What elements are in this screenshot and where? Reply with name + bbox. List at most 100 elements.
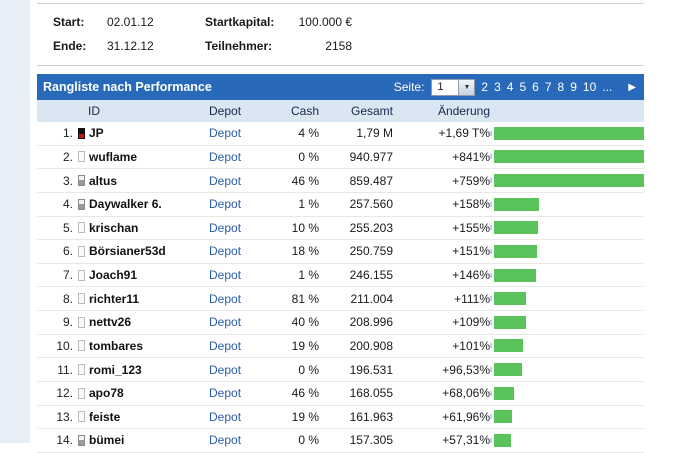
depot-link[interactable]: Depot xyxy=(209,386,242,401)
page-link-6[interactable]: 6 xyxy=(532,80,539,94)
depot-link[interactable]: Depot xyxy=(209,362,242,377)
depot-link[interactable]: Depot xyxy=(209,338,242,353)
username[interactable]: tombares xyxy=(89,338,144,353)
gesamt-cell: 211.004 xyxy=(350,291,394,306)
depot-link[interactable]: Depot xyxy=(209,149,242,164)
table-row: 7. Joach91 Depot 1 % 246.155 +146% xyxy=(37,264,644,288)
contest-info-block: Start: 02.01.12 Startkapital: 100.000 € … xyxy=(37,3,644,66)
username[interactable]: JP xyxy=(89,126,104,141)
depot-link[interactable]: Depot xyxy=(209,433,242,448)
user-badge-icon xyxy=(78,364,85,376)
performance-bar xyxy=(494,197,539,211)
depot-cell: Depot xyxy=(209,292,267,306)
depot-link[interactable]: Depot xyxy=(209,220,242,235)
rank-cell: 8. xyxy=(62,291,73,306)
performance-bar-track xyxy=(494,433,644,447)
cash-cell: 0 % xyxy=(298,362,319,377)
user-badge-icon xyxy=(78,387,85,399)
username[interactable]: apo78 xyxy=(89,386,124,401)
user-cell: altus xyxy=(77,174,209,188)
chevron-down-icon[interactable]: ▼ xyxy=(458,79,475,95)
ranking-title: Rangliste nach Performance xyxy=(43,80,212,94)
username[interactable]: Börsianer53d xyxy=(89,244,166,259)
username[interactable]: richter11 xyxy=(89,291,140,306)
depot-cell: Depot xyxy=(209,244,267,258)
depot-link[interactable]: Depot xyxy=(209,291,242,306)
performance-bar xyxy=(494,244,538,258)
column-header-aenderung: Änderung xyxy=(437,104,490,118)
depot-cell: Depot xyxy=(209,410,267,424)
page-link-10[interactable]: 10 xyxy=(582,80,597,94)
performance-bar-track xyxy=(494,150,644,164)
contest-info-row: Ende: 31.12.12 Teilnehmer: 2158 xyxy=(37,34,644,58)
depot-link[interactable]: Depot xyxy=(209,173,242,188)
performance-bar-track xyxy=(494,339,644,353)
username[interactable]: bümei xyxy=(89,433,125,448)
depot-link[interactable]: Depot xyxy=(209,315,242,330)
depot-cell: Depot xyxy=(209,126,267,140)
username[interactable]: Joach91 xyxy=(89,268,138,283)
depot-link[interactable]: Depot xyxy=(209,409,242,424)
page-link-4[interactable]: 4 xyxy=(506,80,514,94)
rank-cell: 13. xyxy=(56,409,73,424)
username[interactable]: nettv26 xyxy=(89,315,132,330)
next-page-icon[interactable]: ▶ xyxy=(628,81,636,93)
bar-tick xyxy=(490,343,492,349)
performance-bar xyxy=(494,339,524,353)
ende-label: Ende: xyxy=(53,39,87,53)
page-link-2[interactable]: 2 xyxy=(481,80,489,94)
username[interactable]: feiste xyxy=(89,409,121,424)
bar-tick xyxy=(490,178,492,184)
gesamt-cell: 257.560 xyxy=(349,197,393,212)
gesamt-cell: 208.996 xyxy=(349,315,393,330)
page-link-8[interactable]: 8 xyxy=(557,80,565,94)
user-cell: krischan xyxy=(77,221,209,235)
user-cell: Daywalker 6. xyxy=(77,197,209,211)
user-cell: wuflame xyxy=(77,150,209,164)
depot-link[interactable]: Depot xyxy=(209,244,242,259)
aenderung-cell: +155% xyxy=(452,220,490,235)
page-left-gutter xyxy=(0,0,30,443)
depot-cell: Depot xyxy=(209,221,267,235)
gesamt-cell: 859.487 xyxy=(349,173,393,188)
performance-bar-cell xyxy=(490,311,644,334)
username[interactable]: romi_123 xyxy=(89,362,142,377)
page-link-[interactable]: ... xyxy=(602,80,613,94)
performance-bar xyxy=(494,315,526,329)
performance-bar-cell xyxy=(490,193,644,216)
page-link-5[interactable]: 5 xyxy=(519,80,527,94)
bar-tick xyxy=(490,130,492,136)
user-cell: apo78 xyxy=(77,386,209,400)
cash-cell: 40 % xyxy=(291,315,319,330)
username[interactable]: krischan xyxy=(89,220,139,235)
depot-link[interactable]: Depot xyxy=(209,268,242,283)
aenderung-cell: +1,69 T% xyxy=(438,126,490,141)
page-link-7[interactable]: 7 xyxy=(544,80,552,94)
aenderung-cell: +68,06% xyxy=(442,386,490,401)
depot-cell: Depot xyxy=(209,174,267,188)
performance-bar xyxy=(494,292,527,306)
table-row: 4. Daywalker 6. Depot 1 % 257.560 +158% xyxy=(37,193,644,217)
username[interactable]: altus xyxy=(89,173,118,188)
page-link-3[interactable]: 3 xyxy=(494,80,501,94)
aenderung-cell: +158% xyxy=(452,197,490,212)
depot-link[interactable]: Depot xyxy=(209,126,242,141)
username[interactable]: wuflame xyxy=(89,149,138,164)
aenderung-cell: +57,31% xyxy=(442,433,490,448)
username[interactable]: Daywalker 6. xyxy=(89,197,162,212)
cash-cell: 18 % xyxy=(291,244,319,259)
depot-cell: Depot xyxy=(209,339,267,353)
page-label: Seite: xyxy=(393,80,425,94)
page-select-value: 1 xyxy=(437,80,444,93)
performance-bar-cell xyxy=(490,264,644,287)
page-select[interactable]: 1 ▼ xyxy=(431,78,476,96)
user-badge-icon xyxy=(78,340,85,352)
gesamt-cell: 196.531 xyxy=(349,362,393,377)
page-link-9[interactable]: 9 xyxy=(570,80,577,94)
cash-cell: 19 % xyxy=(291,338,319,353)
depot-link[interactable]: Depot xyxy=(209,197,242,212)
aenderung-cell: +96,53% xyxy=(442,362,490,377)
user-cell: romi_123 xyxy=(77,363,209,377)
start-label: Start: xyxy=(53,15,85,29)
main-content: Start: 02.01.12 Startkapital: 100.000 € … xyxy=(37,0,644,453)
